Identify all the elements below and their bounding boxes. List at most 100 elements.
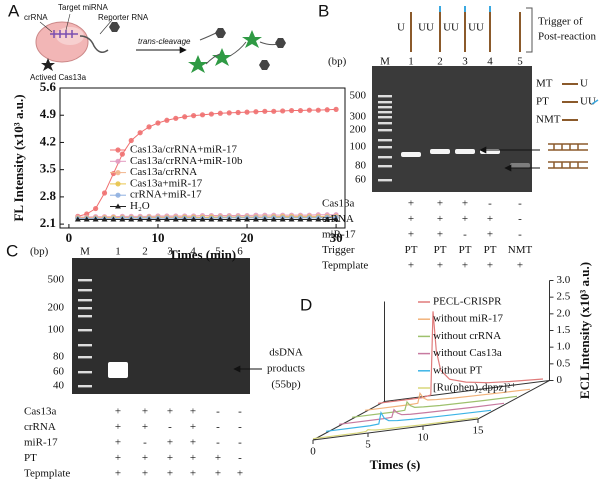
ladder-band xyxy=(378,139,392,142)
legend-marker xyxy=(115,181,121,187)
row-cell: - xyxy=(238,452,242,464)
marker xyxy=(110,170,117,177)
marker xyxy=(182,114,188,120)
legend-label: without miR-17 xyxy=(433,313,503,325)
marker xyxy=(288,107,295,114)
marker xyxy=(154,216,161,222)
lane-label: 1 xyxy=(408,56,414,68)
y-tick-label: 2.8 xyxy=(40,188,57,203)
legend-label: without Cas13a xyxy=(433,347,502,359)
marker xyxy=(244,109,250,115)
row-label: miR-17 xyxy=(322,229,356,241)
ladder-band xyxy=(378,111,392,114)
strand-label: UU xyxy=(443,22,459,34)
leader xyxy=(99,19,113,35)
row-cell: - xyxy=(216,437,220,449)
legend-label: PECL-CRISPR xyxy=(433,296,502,308)
schematic: crRNA Target miRNA Reporter RNA Actived … xyxy=(24,3,286,82)
row-label: Cas13a xyxy=(24,406,57,418)
marker xyxy=(119,216,126,222)
marker xyxy=(173,115,179,121)
panel-label: B xyxy=(318,1,329,20)
lane-label: 2 xyxy=(437,56,443,68)
ladder-band xyxy=(78,344,92,347)
row-cell: + xyxy=(142,421,148,433)
row-label: Tepmplate xyxy=(322,260,368,272)
key-label: MT xyxy=(536,78,553,90)
row-cell: PT xyxy=(434,244,447,256)
panel-label: C xyxy=(6,241,18,260)
row-label: Tepmplate xyxy=(24,468,70,480)
row-cell: + xyxy=(142,452,148,464)
marker xyxy=(172,216,179,222)
row-cell: + xyxy=(487,213,493,225)
schematic-label: Target miRNA xyxy=(58,3,108,12)
strand-label: U xyxy=(397,22,405,34)
gel-band xyxy=(401,152,421,157)
bp-label: 500 xyxy=(350,90,367,102)
quencher xyxy=(275,38,286,48)
marker xyxy=(297,107,304,114)
bp-label: 60 xyxy=(53,366,65,378)
ladder-band xyxy=(378,129,392,132)
marker xyxy=(297,216,304,222)
lane-label: 2 xyxy=(142,246,148,258)
schematic-label: Reporter RNA xyxy=(98,13,149,22)
legend-label: H₂O xyxy=(130,200,150,212)
gel-band xyxy=(455,149,475,154)
row-cell: + xyxy=(487,229,493,241)
row-cell: - xyxy=(238,437,242,449)
lane-label: M xyxy=(380,56,390,68)
y-axis-label: ECL Intensity (x10³ a.u.) xyxy=(577,262,592,399)
lane-label: 3 xyxy=(167,246,173,258)
quencher xyxy=(215,28,226,38)
x-tick-label: 10 xyxy=(151,230,164,245)
row-cell: + xyxy=(437,213,443,225)
key-mark: U xyxy=(580,78,588,90)
marker xyxy=(208,216,215,222)
marker xyxy=(146,124,152,130)
bp-label: 80 xyxy=(355,160,367,172)
row-cell: + xyxy=(408,260,414,272)
ladder-band xyxy=(378,101,392,104)
quencher xyxy=(259,60,270,70)
row-cell: + xyxy=(190,406,196,418)
marker xyxy=(137,216,144,222)
row-cell: NMT xyxy=(508,244,533,256)
marker xyxy=(333,106,339,112)
marker xyxy=(163,216,170,222)
marker xyxy=(128,137,134,144)
marker xyxy=(235,216,242,222)
marker xyxy=(128,216,135,222)
row-cell: + xyxy=(462,198,468,210)
marker xyxy=(271,108,277,114)
ladder-band xyxy=(378,179,392,182)
y-tick-label: 1.5 xyxy=(557,324,571,336)
row-cell: + xyxy=(142,406,148,418)
marker xyxy=(208,111,215,117)
marker xyxy=(181,216,188,222)
legend-label: Cas13a/crRNA+miR-10b xyxy=(130,155,243,167)
x-tick-label: 10 xyxy=(418,432,430,444)
trigger-note: Post-reaction xyxy=(538,31,597,43)
ladder-band xyxy=(78,356,92,359)
ladder-band xyxy=(78,299,92,302)
marker xyxy=(324,216,331,222)
row-cell: + xyxy=(190,437,196,449)
cleaved-strands xyxy=(199,31,279,65)
ladder-band xyxy=(78,307,92,310)
strand-label: UU xyxy=(468,22,484,34)
marker xyxy=(101,216,108,222)
lane-label: 3 xyxy=(462,56,468,68)
marker xyxy=(333,216,340,222)
bp-unit: (bp) xyxy=(30,246,49,258)
bp-label: 500 xyxy=(48,274,65,286)
fluor-star xyxy=(188,55,208,73)
y-tick-label: 2.0 xyxy=(557,307,571,319)
row-label: crRNA xyxy=(322,213,354,225)
panel-label: D xyxy=(300,295,312,314)
row-cell: + xyxy=(408,213,414,225)
marker xyxy=(110,216,117,222)
marker xyxy=(306,107,312,113)
